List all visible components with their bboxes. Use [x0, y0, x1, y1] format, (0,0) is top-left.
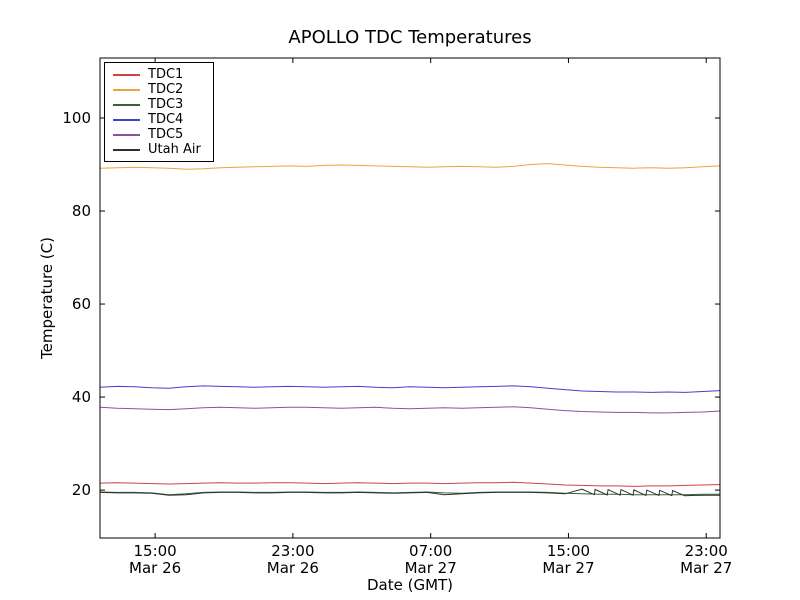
legend-item-utah-air: Utah Air: [113, 142, 201, 157]
x-tick-date: Mar 26: [267, 559, 319, 577]
series-line-tdc5: [99, 406, 721, 414]
legend-line-sample: [113, 88, 140, 91]
legend-label: Utah Air: [148, 142, 201, 157]
legend-line-sample: [113, 73, 140, 76]
x-tick-time: 15:00: [133, 542, 176, 560]
legend-item-tdc4: TDC4: [113, 112, 201, 127]
legend-line-sample: [113, 103, 140, 106]
y-tick-label: 40: [72, 388, 91, 406]
x-tick-time: 23:00: [685, 542, 728, 560]
legend-label: TDC2: [148, 82, 184, 97]
series-line-tdc2: [99, 163, 721, 170]
y-tick-label: 100: [62, 109, 91, 127]
x-tick-time: 07:00: [409, 542, 452, 560]
chart-title: APOLLO TDC Temperatures: [288, 27, 532, 48]
x-axis-label: Date (GMT): [366, 576, 454, 594]
series-line-tdc1: [99, 481, 721, 487]
x-tick-date: Mar 26: [129, 559, 181, 577]
x-tick-date: Mar 27: [542, 559, 594, 577]
legend: TDC1 TDC2 TDC3 TDC4 TDC5 Utah Air: [104, 62, 214, 162]
y-tick-label: 20: [72, 481, 91, 499]
legend-line-sample: [113, 133, 140, 136]
y-tick-label: 60: [72, 295, 91, 313]
legend-label: TDC5: [148, 127, 184, 142]
legend-item-tdc5: TDC5: [113, 127, 201, 142]
series-line-utah-air: [99, 488, 720, 497]
x-tick-time: 23:00: [271, 542, 314, 560]
y-tick-label: 80: [72, 202, 91, 220]
series-line-tdc4: [99, 385, 721, 393]
legend-line-sample: [113, 148, 140, 151]
legend-item-tdc1: TDC1: [113, 67, 201, 82]
legend-label: TDC4: [148, 112, 184, 127]
legend-label: TDC1: [148, 67, 184, 82]
x-tick-date: Mar 27: [680, 559, 732, 577]
legend-line-sample: [113, 118, 140, 121]
x-tick-time: 15:00: [547, 542, 590, 560]
plot-frame: [99, 57, 721, 539]
x-tick-date: Mar 27: [405, 559, 457, 577]
legend-item-tdc2: TDC2: [113, 82, 201, 97]
y-axis-label: Temperature (C): [38, 237, 56, 359]
legend-item-tdc3: TDC3: [113, 97, 201, 112]
legend-label: TDC3: [148, 97, 184, 112]
